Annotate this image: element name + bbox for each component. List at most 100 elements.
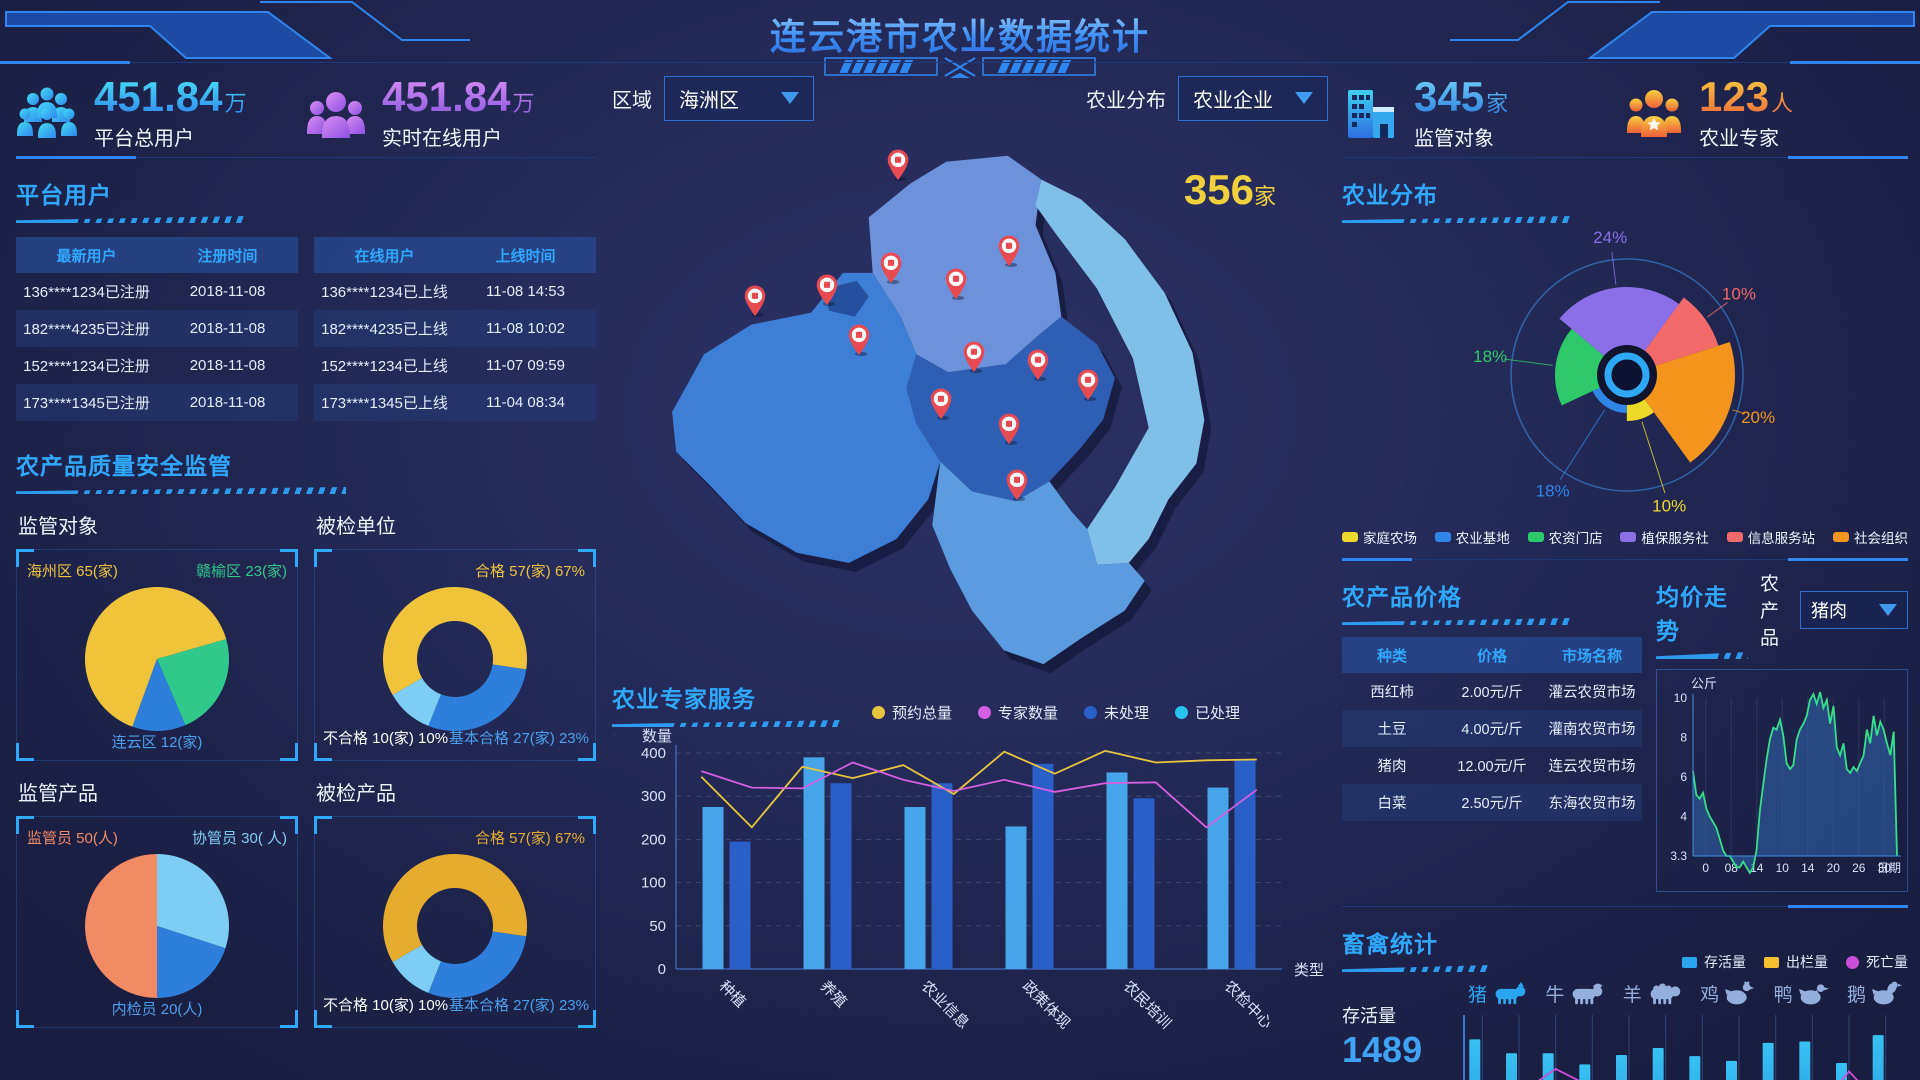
table-row: 182****4235已注册 2018-11-08 (16, 310, 298, 347)
map-pin-icon (999, 235, 1020, 268)
animal-tab-pig[interactable]: 猪 (1468, 980, 1527, 1007)
livestock-chart[interactable]: 010203040506070809101112 (1454, 1009, 1908, 1080)
map-pin[interactable] (814, 274, 839, 311)
svg-text:0: 0 (1702, 861, 1709, 875)
distribution-legend[interactable]: 家庭农场 农业基地 农资门店 植保服务社 信息服务站 社会组织 (1342, 527, 1908, 561)
legend-chip (1620, 532, 1637, 542)
legend-item[interactable]: 农业基地 (1434, 527, 1510, 547)
legend-item[interactable]: 出栏量 (1764, 952, 1828, 972)
stat-value: 451.84万 (94, 73, 247, 120)
table-row: 土豆 4.00元/斤 灌南农贸市场 (1342, 710, 1642, 747)
pig-icon (1493, 981, 1527, 1006)
livestock-header: 畜禽统计 存活量 出栏量 死亡量 (1342, 907, 1908, 972)
livestock-legend[interactable]: 存活量 出栏量 死亡量 (1682, 952, 1908, 972)
map-pin[interactable] (886, 149, 911, 186)
supervision-object-chart[interactable]: 海州区 65(家) 赣榆区 23(家) 连云区 12(家) (17, 550, 297, 760)
legend-chip (1342, 532, 1358, 542)
supervision-product-chart[interactable]: 监管员 50(人) 协管员 30( 人) 内检员 20(人) (17, 817, 297, 1027)
section-title-distribution: 农业分布 (1342, 182, 1438, 208)
animal-tab-goose[interactable]: 鹅 (1847, 980, 1902, 1007)
header-right-decoration (1450, 0, 1915, 59)
pie-label: 协管员 30( 人) (191, 830, 287, 847)
distribution-select[interactable]: 农业企业 (1178, 75, 1328, 121)
map-pin-icon (848, 324, 870, 357)
chevron-down-icon (781, 92, 799, 104)
legend-item[interactable]: 信息服务站 (1726, 527, 1815, 547)
online-table[interactable]: 在线用户 上线时间 136****1234已上线 11-08 14:53 182****… (314, 237, 596, 421)
product-label: 农产品 (1760, 574, 1780, 649)
table-row: 白菜 2.50元/斤 东海农贸市场 (1342, 784, 1642, 821)
animal-name: 鸭 (1773, 985, 1793, 1006)
svg-text:30: 30 (1878, 861, 1892, 875)
map-pin[interactable] (1026, 349, 1051, 386)
map-pin[interactable] (997, 235, 1022, 272)
map-pin[interactable] (997, 413, 1022, 450)
page-title: 连云港市农业数据统计 (770, 8, 1150, 60)
distribution-rose-chart[interactable]: 18% 24% 10% 20% 10% 18% (1342, 225, 1908, 525)
map-pin[interactable] (961, 341, 986, 378)
svg-text:400: 400 (641, 745, 666, 762)
section-title-expert-service: 农业专家服务 (612, 686, 756, 712)
animal-tab-duck[interactable]: 鸭 (1774, 980, 1829, 1007)
legend-item[interactable]: 植保服务社 (1620, 527, 1709, 547)
legend-item[interactable]: 专家数量 (978, 702, 1058, 723)
price-table[interactable]: 种类 价格 市场名称 西红柿 2.00元/斤 灌云农贸市场 土豆 4.00元/斤 灌南农贸市场猪… (1342, 637, 1642, 821)
animal-tab-cow[interactable]: 牛 (1545, 980, 1604, 1007)
stat-total-users: 451.84万 平台总用户 (16, 76, 306, 151)
map-pin-icon (999, 413, 1020, 446)
online-users-icon (307, 91, 365, 138)
map-pin[interactable] (943, 268, 968, 305)
legend-item[interactable]: 家庭农场 (1342, 527, 1417, 547)
inspected-product-chart[interactable]: 合格 57(家) 67% 不合格 10(家) 10% 基本合格 27(家) 23% (315, 817, 595, 1027)
map-pin[interactable] (1076, 369, 1101, 406)
table-row: 173****1345已上线 11-04 08:34 (314, 384, 596, 421)
city-map[interactable]: 356家 (612, 122, 1328, 678)
legend-item[interactable]: 社会组织 (1832, 527, 1908, 547)
svg-text:10: 10 (1674, 691, 1688, 705)
map-pin-icon (1077, 369, 1099, 401)
map-pin[interactable] (743, 285, 768, 322)
legend-item[interactable]: 存活量 (1682, 952, 1746, 972)
chevron-down-icon (1879, 603, 1897, 616)
map-pin[interactable] (929, 388, 954, 425)
animal-name: 羊 (1622, 985, 1642, 1006)
product-select[interactable]: 猪肉 (1800, 590, 1908, 629)
svg-text:政策体现: 政策体现 (1019, 978, 1073, 1032)
svg-text:50: 50 (649, 918, 666, 935)
register-table[interactable]: 最新用户 注册时间 136****1234已注册 2018-11-08 182****4… (16, 237, 298, 421)
legend-label: 农业基地 (1455, 531, 1510, 546)
map-pin-icon (744, 285, 766, 318)
table-row: 136****1234已注册 2018-11-08 (23, 283, 266, 301)
map-pin[interactable] (847, 324, 872, 361)
price-trend-chart[interactable]: 0 08 14 10 14 20 26 30 3.3 4 6 8 10 公斤 日期 (1656, 669, 1908, 892)
table-row: 猪肉 12.00元/斤 连云农贸市场 (1377, 759, 1636, 775)
svg-text:养殖: 养殖 (817, 978, 850, 1011)
filter-label: 农业分布 (1086, 89, 1166, 112)
stat-online-users: 451.84万 实时在线用户 (306, 76, 596, 151)
map-pin[interactable] (879, 252, 904, 289)
chart-subtitle: 监管产品 (18, 783, 98, 805)
svg-text:8: 8 (1680, 731, 1687, 745)
svg-text:200: 200 (641, 831, 666, 848)
platform-user-tables: 最新用户 注册时间 136****1234已注册 2018-11-08 182****4… (16, 237, 596, 421)
legend-label: 已处理 (1195, 705, 1241, 722)
animal-tab-chicken[interactable]: 鸡 (1700, 980, 1755, 1007)
pie-label: 不合格 10(家) 10% (323, 730, 449, 747)
stat-value: 451.84万 (382, 73, 535, 120)
region-select[interactable]: 海洲区 (664, 75, 814, 121)
legend-chip (1682, 956, 1697, 968)
expert-service-legend[interactable]: 预约总量 专家数量 未处理 已处理 (872, 702, 1240, 723)
legend-item[interactable]: 死亡量 (1846, 952, 1908, 972)
section-title-price: 农产品价格 (1342, 584, 1462, 610)
livestock-stat-label: 存活量 (1342, 1006, 1396, 1026)
chart-subtitle: 监管对象 (18, 516, 98, 538)
legend-item[interactable]: 预约总量 (872, 702, 952, 723)
expert-service-chart[interactable]: 0 50 100 200 300 400 数量 类型 种植 养殖 农业信息 政策体现 农民培训 农检中心 (612, 727, 1328, 1056)
legend-item[interactable]: 未处理 (1084, 702, 1149, 723)
legend-item[interactable]: 已处理 (1175, 702, 1240, 723)
map-pin-icon (945, 268, 966, 301)
map-pin[interactable] (1004, 469, 1029, 506)
animal-tab-sheep[interactable]: 羊 (1623, 980, 1682, 1007)
inspected-unit-chart[interactable]: 合格 57(家) 67% 不合格 10(家) 10% 基本合格 27(家) 23% (315, 550, 595, 760)
legend-item[interactable]: 农资门店 (1527, 527, 1603, 547)
